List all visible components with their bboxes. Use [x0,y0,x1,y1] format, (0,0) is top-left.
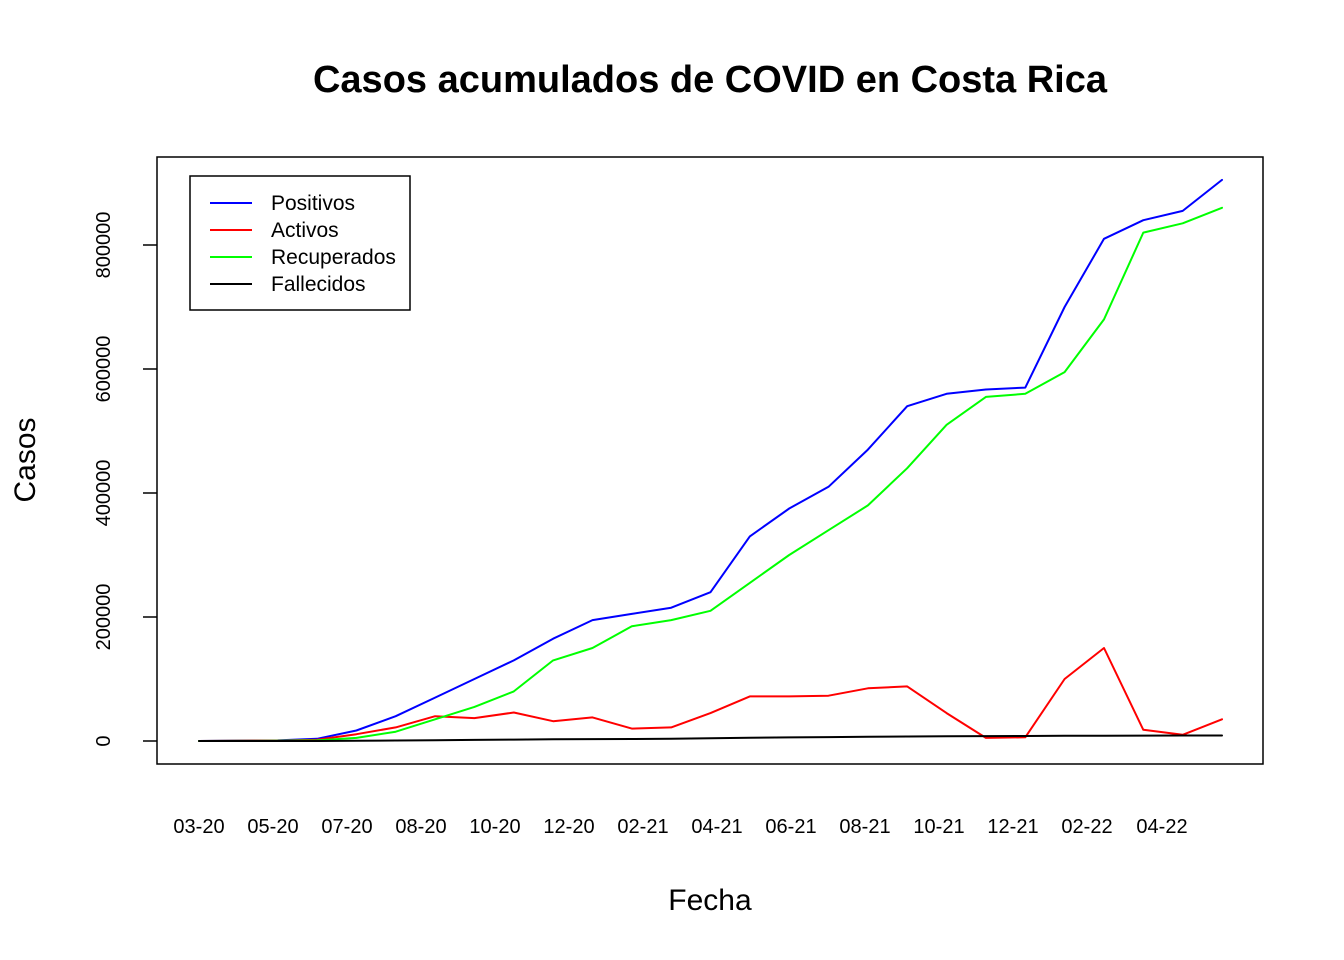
x-tick-label: 12-20 [543,816,594,838]
x-tick-label: 06-21 [765,816,816,838]
x-tick-label: 03-20 [173,816,224,838]
series-line-fallecidos [198,734,1223,742]
x-tick-label: 08-21 [839,816,890,838]
y-tick-label: 800000 [93,212,115,279]
x-axis-label: Fecha [668,884,752,917]
x-tick-label: 04-21 [691,816,742,838]
y-axis-label: Casos [9,417,42,502]
legend: Positivos Activos Recuperados Fallecidos [189,175,411,311]
y-axis: 0 200000 400000 600000 800000 [93,212,157,747]
y-tick-label: 400000 [93,460,115,527]
legend-label-fallecidos: Fallecidos [271,273,366,296]
plot-frame [156,156,1264,765]
series-line-recuperados [198,206,1223,742]
y-tick-label: 0 [93,735,115,746]
x-tick-label: 04-22 [1136,816,1187,838]
y-tick-label: 600000 [93,336,115,403]
series-line-positivos [198,178,1223,742]
legend-label-positivos: Positivos [271,192,355,215]
x-axis: 03-20 05-20 07-20 08-20 10-20 12-20 02-21 04-21… [173,816,1187,838]
y-tick-label: 200000 [93,584,115,651]
legend-label-recuperados: Recuperados [271,246,396,269]
chart-title: Casos acumulados de COVID en Costa Rica [313,59,1108,101]
x-tick-label: 05-20 [247,816,298,838]
legend-items: Positivos Activos Recuperados Fallecidos [210,192,396,296]
x-tick-label: 08-20 [395,816,446,838]
legend-box [189,175,411,311]
x-tick-label: 02-22 [1061,816,1112,838]
x-tick-label: 10-21 [913,816,964,838]
x-tick-label: 02-21 [617,816,668,838]
legend-label-activos: Activos [271,219,339,242]
x-tick-label: 10-20 [469,816,520,838]
x-tick-label: 07-20 [321,816,372,838]
x-tick-label: 12-21 [987,816,1038,838]
series-line-activos [198,647,1223,742]
series-layer [198,178,1223,742]
